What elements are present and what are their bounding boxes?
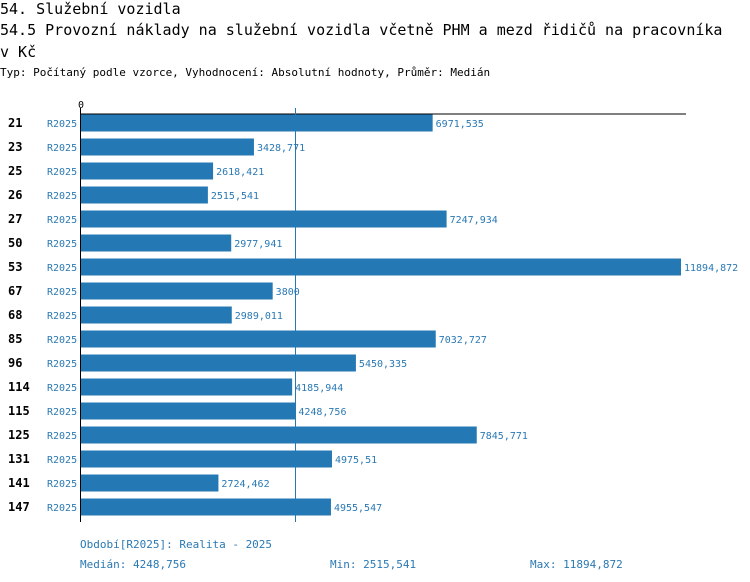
chart-unit: v Kč [0, 43, 37, 61]
series-label: R2025 [47, 503, 77, 514]
category-label: 114 [8, 380, 30, 394]
footer-period: Období[R2025]: Realita - 2025 [80, 538, 273, 551]
bar [81, 258, 681, 276]
series-label: R2025 [47, 383, 77, 394]
category-label: 147 [8, 500, 30, 514]
bar-value-label: 2515,541 [211, 191, 259, 202]
category-label: 21 [8, 116, 22, 130]
bar [81, 138, 254, 156]
series-label: R2025 [47, 263, 77, 274]
category-label: 125 [8, 428, 30, 442]
bar [81, 114, 433, 132]
bar-value-label: 3428,771 [257, 143, 305, 154]
bar [81, 282, 273, 300]
series-label: R2025 [47, 359, 77, 370]
bar-value-label: 7845,771 [480, 431, 528, 442]
series-label: R2025 [47, 479, 77, 490]
bar [81, 186, 208, 204]
bar [81, 162, 214, 180]
series-label: R2025 [47, 311, 77, 322]
bar [81, 402, 296, 420]
category-label: 50 [8, 236, 22, 250]
bar-value-label: 6971,535 [436, 119, 484, 130]
bar [81, 450, 332, 468]
category-label: 85 [8, 332, 22, 346]
bar-value-label: 11894,872 [684, 263, 738, 274]
bar [81, 378, 293, 396]
category-label: 26 [8, 188, 22, 202]
category-label: 27 [8, 212, 22, 226]
bar [81, 330, 436, 348]
footer-max: Max: 11894,872 [530, 558, 623, 571]
bar [81, 306, 232, 324]
bar-value-label: 2618,421 [216, 167, 264, 178]
bar-value-label: 7032,727 [439, 335, 487, 346]
series-label: R2025 [47, 407, 77, 418]
category-label: 115 [8, 404, 30, 418]
category-label: 96 [8, 356, 22, 370]
bar [81, 474, 219, 492]
category-label: 68 [8, 308, 22, 322]
bar-value-label: 2989,011 [235, 311, 283, 322]
series-label: R2025 [47, 215, 77, 226]
chart-subtitle: Typ: Počítaný podle vzorce, Vyhodnocení:… [0, 66, 491, 79]
series-label: R2025 [47, 287, 77, 298]
category-label: 53 [8, 260, 22, 274]
series-label: R2025 [47, 455, 77, 466]
bar [81, 426, 477, 444]
bar-value-label: 3800 [276, 287, 300, 298]
category-label: 67 [8, 284, 22, 298]
series-label: R2025 [47, 335, 77, 346]
series-label: R2025 [47, 239, 77, 250]
series-label: R2025 [47, 167, 77, 178]
category-label: 23 [8, 140, 22, 154]
footer-min: Min: 2515,541 [330, 558, 417, 571]
bar-value-label: 4185,944 [295, 383, 343, 394]
x-axis-zero-label: 0 [78, 100, 84, 111]
category-label: 141 [8, 476, 30, 490]
series-label: R2025 [47, 119, 77, 130]
series-label: R2025 [47, 431, 77, 442]
footer-median: Medián: 4248,756 [80, 558, 186, 571]
bar [81, 234, 232, 252]
bar-value-label: 2977,941 [234, 239, 282, 250]
chart-title-section: 54. Služební vozidla [0, 0, 181, 18]
bar-value-label: 4955,547 [334, 503, 382, 514]
bar-value-label: 4248,756 [298, 407, 346, 418]
bar-chart: 0 21 R2025 6971,535 23 R2025 3428,771 25 R2025 26… [8, 100, 738, 522]
bar [81, 210, 447, 228]
category-label: 25 [8, 164, 22, 178]
bar-value-label: 2724,462 [221, 479, 269, 490]
series-label: R2025 [47, 143, 77, 154]
bar [81, 354, 356, 372]
bar [81, 498, 331, 516]
series-label: R2025 [47, 191, 77, 202]
bar-value-label: 4975,51 [335, 455, 377, 466]
bar-value-label: 5450,335 [359, 359, 407, 370]
chart-title: 54.5 Provozní náklady na služební vozidl… [0, 21, 723, 39]
category-label: 131 [8, 452, 30, 466]
bar-value-label: 7247,934 [450, 215, 498, 226]
